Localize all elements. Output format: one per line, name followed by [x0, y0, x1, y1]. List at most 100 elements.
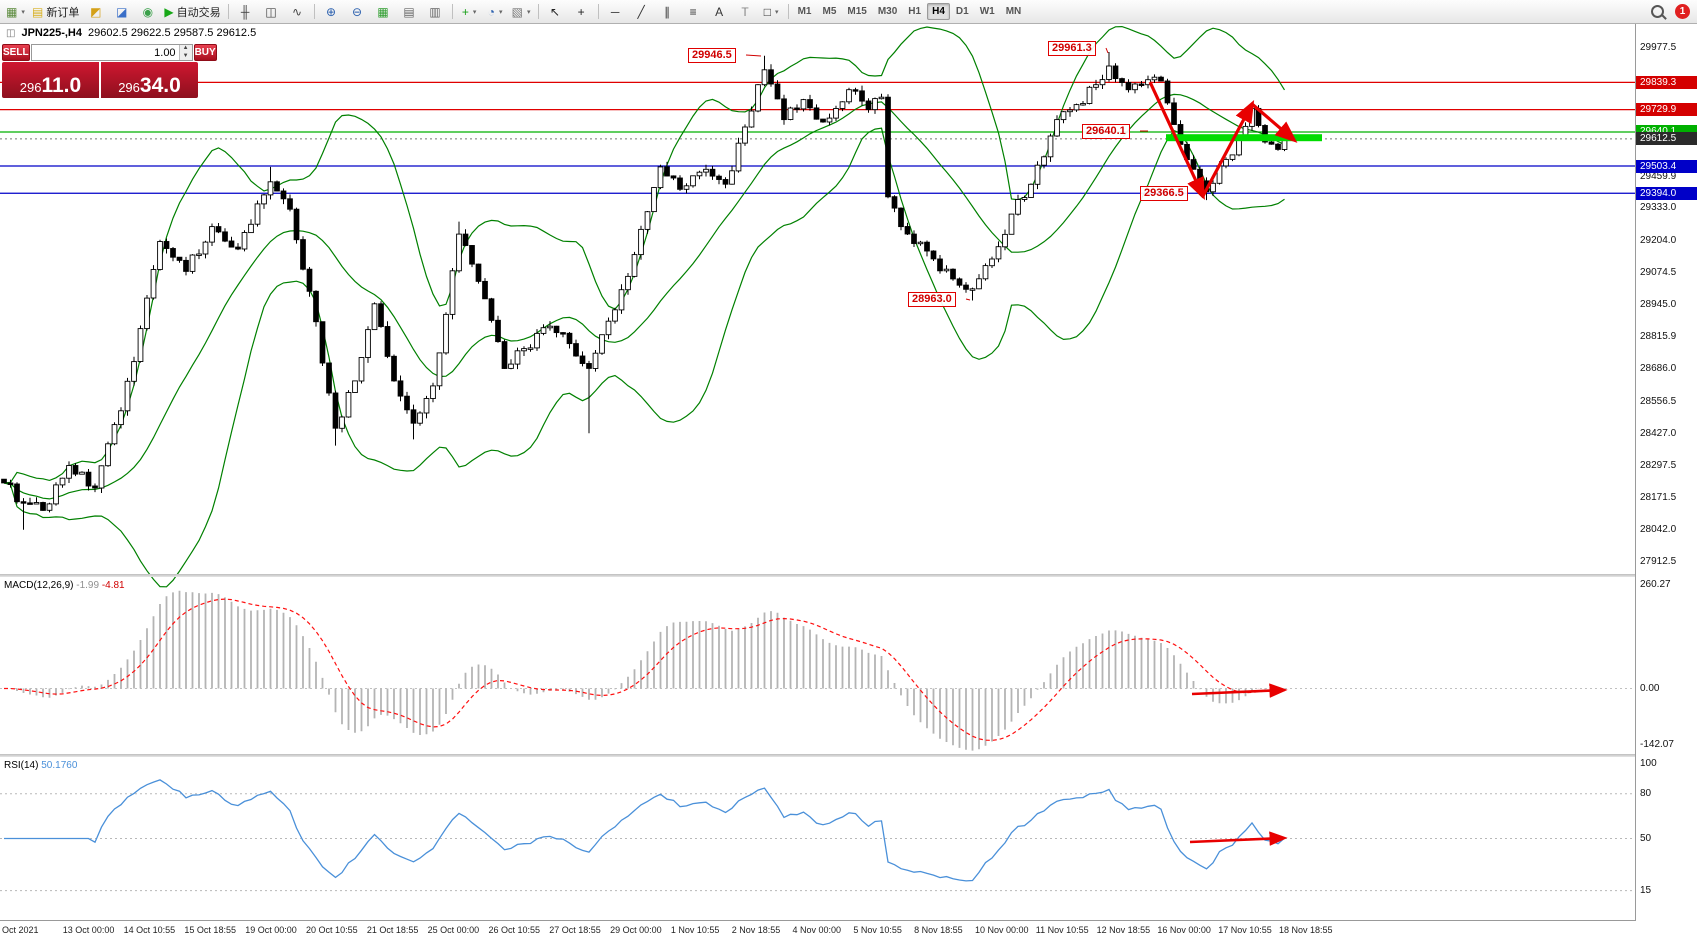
new-order-icon: ▤	[32, 4, 44, 19]
price-tag: 29503.4	[1636, 160, 1697, 173]
chevron-down-icon: ▾	[472, 8, 477, 16]
time-axis[interactable]: Oct 2021 13 Oct 00:00 14 Oct 10:55 15 Oct 1…	[0, 921, 1636, 948]
volume-box: ▲▼	[30, 44, 193, 61]
sell-button[interactable]: SELL	[2, 44, 30, 61]
templates-icon: ▧	[511, 4, 523, 19]
price-annotation[interactable]: 29640.1	[1082, 124, 1130, 139]
volume-down-icon[interactable]: ▼	[179, 52, 192, 60]
time-label: 11 Nov 10:55	[1035, 925, 1089, 935]
toolbar-left: ▦ ▾ ▤ 新订单 ◩ ◪ ◉ ▶ 自动交易 ╫ ◫ ∿ ⊕ ⊖ ▦ ▤ ▥ + ▾ ◔ ▾ ▧ ▾ ↖ + ─ ╱ ∥ ≡ A T □ ▾	[3, 1, 792, 22]
shift-chart-icon: ▥	[429, 4, 441, 19]
cursor-button[interactable]: ↖	[543, 1, 568, 22]
horizontal-line-button[interactable]: ─	[603, 1, 628, 22]
chart-canvas[interactable]	[0, 0, 1636, 948]
timeframe-m1-button[interactable]: M1	[797, 6, 812, 17]
bid-price[interactable]: 296 11.0	[2, 62, 101, 98]
text-button[interactable]: A	[707, 1, 732, 22]
volume-up-icon[interactable]: ▲	[179, 45, 192, 53]
bollinger-bands	[3, 25, 1286, 588]
zoom-in-button[interactable]: ⊕	[319, 1, 344, 22]
axis-label: 28042.0	[1640, 524, 1677, 535]
timeframe-h1-button[interactable]: H1	[908, 6, 922, 17]
ask-prefix: 296	[118, 80, 140, 95]
autotrading-button-label: 自动交易	[176, 6, 221, 19]
macd-signal-line	[4, 598, 1285, 742]
market-button[interactable]: ◉	[135, 1, 160, 22]
timeframe-w1-button[interactable]: W1	[979, 6, 995, 17]
time-label: 2 Nov 18:55	[731, 925, 781, 935]
periods-icon: ◔	[487, 4, 495, 19]
timeframe-d1-button[interactable]: D1	[955, 6, 969, 17]
crosshair-button[interactable]: +	[569, 1, 594, 22]
timeframe-m30-button[interactable]: M30	[877, 6, 898, 17]
shapes-button[interactable]: □ ▾	[759, 1, 784, 22]
new-chart-icon: ▦	[6, 4, 18, 19]
time-label: 10 Nov 00:00	[974, 925, 1029, 935]
quotes-window-icon: ◩	[90, 4, 102, 19]
chevron-down-icon: ▾	[21, 8, 25, 16]
ask-price[interactable]: 296 34.0	[101, 62, 198, 98]
tile-windows-icon: ▦	[377, 4, 389, 19]
axis-label: 29204.0	[1640, 235, 1677, 246]
time-label: 4 Nov 00:00	[792, 925, 842, 935]
axis-label: 27912.5	[1640, 556, 1677, 567]
time-label: 27 Oct 18:55	[549, 925, 601, 935]
price-axis[interactable]: 29977.5 29459.9 29333.0 29204.0 29074.5 28945…	[1635, 23, 1697, 948]
search-button[interactable]	[1645, 1, 1670, 22]
buy-button[interactable]: BUY	[193, 44, 217, 61]
zoom-out-button[interactable]: ⊖	[345, 1, 370, 22]
axis-label: 28945.0	[1640, 299, 1677, 310]
price-annotation[interactable]: 29961.3	[1048, 41, 1096, 56]
candles-chart-button[interactable]: ◫	[259, 1, 284, 22]
trendline-button[interactable]: ╱	[629, 1, 654, 22]
quotes-window-button[interactable]: ◩	[83, 1, 108, 22]
bars-chart-button[interactable]: ╫	[233, 1, 258, 22]
autotrading-button[interactable]: ▶ 自动交易	[161, 1, 223, 22]
axis-label: 80	[1640, 788, 1652, 799]
axis-label: 28686.0	[1640, 363, 1677, 374]
channel-icon: ∥	[664, 4, 671, 19]
volume-stepper[interactable]: ▲ ▼	[178, 45, 192, 60]
line-chart-button[interactable]: ∿	[285, 1, 310, 22]
periods-button[interactable]: ◔ ▾	[483, 1, 508, 22]
price-annotation[interactable]: 29366.5	[1140, 186, 1188, 201]
arrange-charts-icon: ▤	[403, 4, 415, 19]
timeframe-m15-button[interactable]: M15	[847, 6, 867, 17]
channel-button[interactable]: ∥	[655, 1, 680, 22]
toolbar-separator	[451, 4, 453, 19]
price-annotation[interactable]: 28963.0	[908, 292, 956, 307]
arrange-charts-button[interactable]: ▤	[397, 1, 422, 22]
time-label: 14 Oct 10:55	[123, 925, 176, 935]
rsi-value: 50.1760	[41, 760, 78, 771]
shift-chart-button[interactable]: ▥	[423, 1, 448, 22]
time-label: 1 Nov 10:55	[670, 925, 720, 935]
axis-label: 100	[1640, 758, 1657, 769]
label-button[interactable]: T	[733, 1, 758, 22]
timeframe-m5-button[interactable]: M5	[822, 6, 837, 17]
autotrading-icon: ▶	[164, 4, 174, 19]
toolbar-separator	[537, 4, 539, 19]
fibonacci-button[interactable]: ≡	[681, 1, 706, 22]
price-tag: 29729.9	[1636, 103, 1697, 116]
chart-tab-icon: ◫	[6, 27, 16, 39]
community-button[interactable]: ◪	[109, 1, 134, 22]
indicators-button[interactable]: + ▾	[457, 1, 482, 22]
tile-windows-button[interactable]: ▦	[371, 1, 396, 22]
bars-chart-icon: ╫	[240, 4, 250, 19]
toolbar-separator	[227, 4, 229, 19]
community-icon: ◪	[116, 4, 128, 19]
new-chart-button[interactable]: ▦ ▾	[3, 1, 28, 22]
price-annotation[interactable]: 29946.5	[688, 48, 736, 63]
templates-button[interactable]: ▧ ▾	[509, 1, 534, 22]
new-order-button[interactable]: ▤ 新订单	[29, 1, 82, 22]
axis-label: 15	[1640, 885, 1652, 896]
timeframe-h4-button[interactable]: H4	[927, 3, 950, 20]
panel-splitter-macd[interactable]	[0, 574, 1697, 577]
timeframe-mn-button[interactable]: MN	[1005, 6, 1022, 17]
zoom-in-icon: ⊕	[326, 4, 337, 19]
notification-badge[interactable]: 1	[1675, 4, 1690, 19]
time-label: 25 Oct 00:00	[427, 925, 480, 935]
panel-splitter-rsi[interactable]	[0, 754, 1697, 757]
symbol-period-label: JPN225-,H4	[21, 27, 82, 39]
volume-input[interactable]	[31, 45, 179, 60]
